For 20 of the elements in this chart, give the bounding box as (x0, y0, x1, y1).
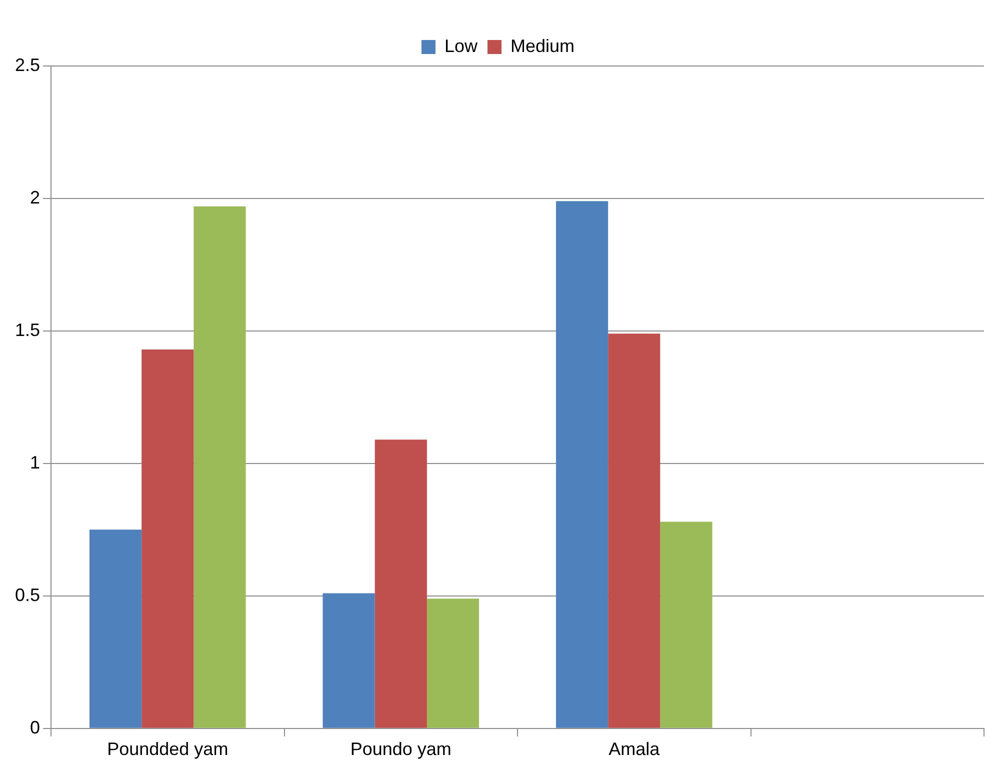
y-tick-label: 1 (30, 452, 40, 472)
bar (374, 440, 427, 728)
bar (90, 530, 142, 728)
bar (142, 350, 194, 728)
legend-label: Medium (510, 36, 575, 56)
y-tick-label: 2.5 (14, 54, 40, 75)
bar (322, 593, 375, 728)
x-tick-label: Poundded yam (107, 739, 228, 760)
x-tick-label: Poundo yam (350, 739, 452, 760)
y-tick-label: 1.5 (14, 320, 40, 340)
y-tick-label: 0.5 (14, 584, 40, 605)
x-tick-label: Amala (608, 739, 661, 760)
bar (194, 206, 246, 728)
bar (660, 522, 712, 728)
bar (608, 334, 660, 728)
bar (556, 201, 608, 728)
y-tick-label: 2 (30, 187, 40, 208)
y-tick-label: 0 (30, 717, 40, 738)
bar (426, 598, 480, 728)
legend-label: Low (444, 36, 478, 56)
